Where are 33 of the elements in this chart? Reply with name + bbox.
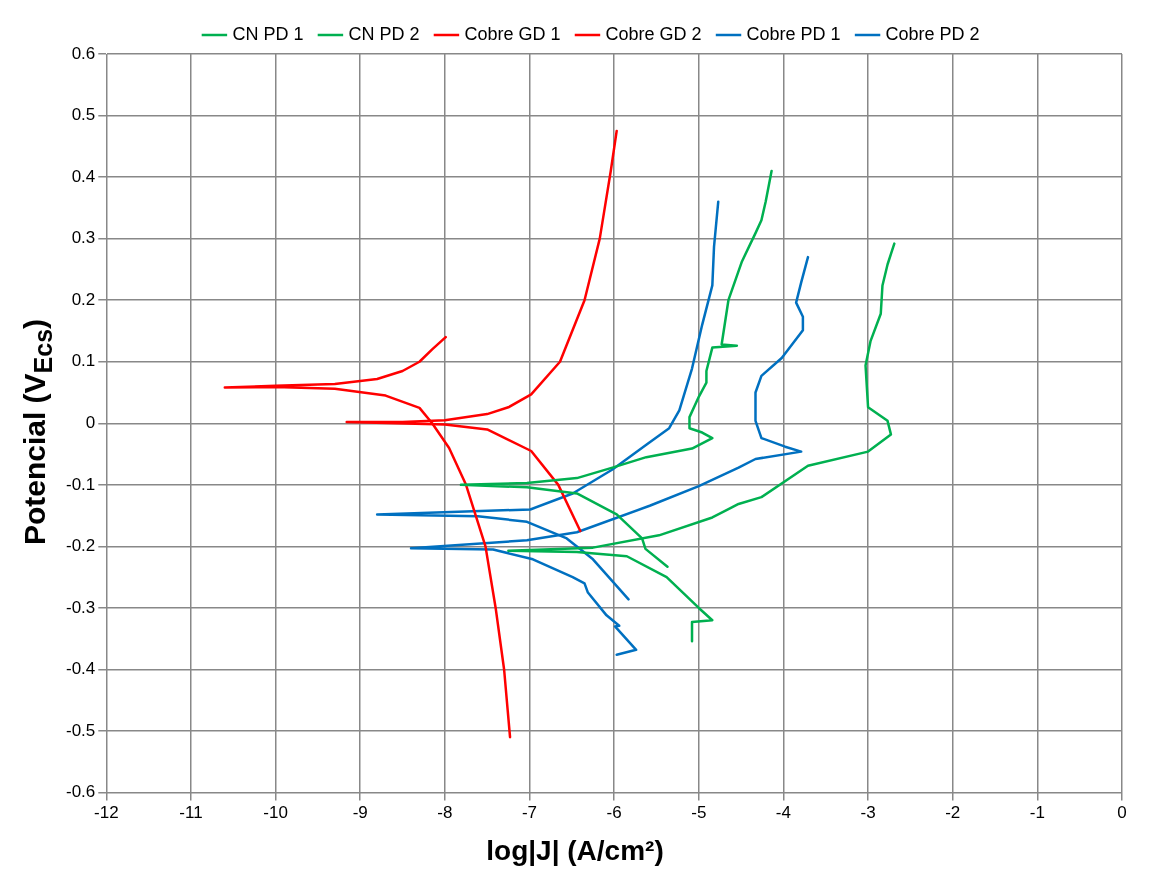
y-tick-label: 0.4 [71, 166, 96, 186]
y-tick-label: -0.2 [66, 536, 96, 556]
x-tick-label: -8 [437, 803, 453, 823]
y-tick-label: 0.1 [71, 351, 96, 371]
y-tick-label: 0.3 [71, 228, 96, 248]
x-tick-label: -5 [691, 803, 707, 823]
y-tick-label: 0 [85, 412, 96, 432]
x-tick-label: -11 [179, 803, 203, 823]
y-tick-label: 0.2 [71, 289, 96, 309]
legend-label: Cobre PD 1 [746, 23, 841, 44]
x-tick-label: -2 [945, 803, 961, 823]
x-tick-label: -1 [1029, 803, 1045, 823]
y-tick-label: -0.6 [66, 782, 96, 802]
y-tick-label: -0.1 [66, 474, 96, 494]
y-tick-label: -0.5 [66, 720, 96, 740]
legend-label: CN PD 1 [232, 23, 304, 44]
legend-label: Cobre GD 1 [464, 23, 561, 44]
y-tick-label: -0.3 [66, 597, 96, 617]
x-tick-label: -9 [352, 803, 368, 823]
x-tick-label: -6 [606, 803, 622, 823]
legend-label: CN PD 2 [348, 23, 420, 44]
x-tick-label: -12 [94, 803, 119, 823]
y-tick-label: 0.5 [71, 105, 96, 125]
x-tick-label: -4 [775, 803, 791, 823]
x-tick-label: -7 [521, 803, 538, 823]
x-tick-label: -10 [263, 803, 288, 823]
legend-label: Cobre GD 2 [605, 23, 702, 44]
y-tick-label: 0.6 [71, 43, 96, 63]
x-tick-label: 0 [1117, 803, 1127, 823]
legend-label: Cobre PD 2 [885, 23, 980, 44]
y-tick-label: -0.4 [66, 659, 96, 679]
x-axis-title: log|J| (A/cm²) [485, 834, 665, 868]
x-tick-label: -3 [860, 803, 876, 823]
